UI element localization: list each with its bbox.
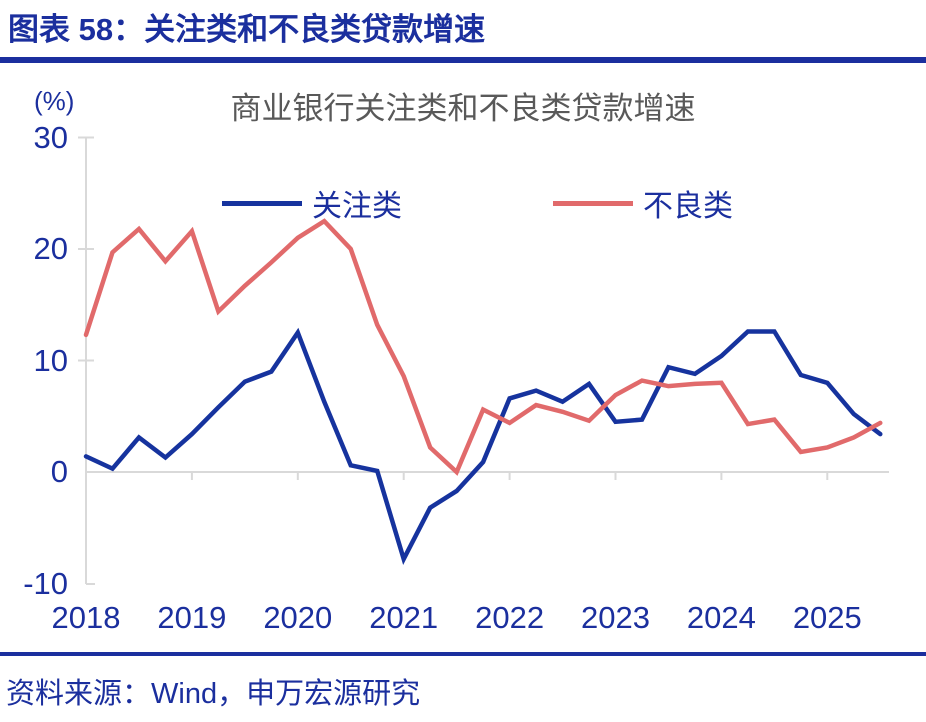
x-tick-label: 2018 (51, 600, 121, 635)
y-tick-label: 0 (50, 454, 68, 489)
y-axis-unit-label: (%) (34, 86, 75, 116)
figure-title: 图表 58：关注类和不良类贷款增速 (8, 12, 486, 47)
x-tick-label: 2020 (263, 600, 333, 635)
footer-divider (0, 652, 926, 656)
series-line-npl (83, 218, 883, 476)
series-line-special-mention (83, 327, 883, 565)
chart-title: 商业银行关注类和不良类贷款增速 (230, 91, 696, 126)
legend-item-special-mention: 关注类 (222, 184, 402, 223)
x-tick-label: 2025 (792, 600, 862, 635)
y-tick-label: -10 (23, 565, 68, 601)
y-tick-label: 30 (33, 119, 68, 155)
legend-item-npl: 不良类 (553, 184, 733, 223)
x-tick-label: 2024 (686, 600, 756, 635)
legend-line-swatch-blue (222, 200, 302, 206)
legend-line-swatch-red (553, 200, 633, 206)
y-tick-label: 10 (33, 342, 68, 378)
y-tick-label: 20 (33, 231, 68, 266)
x-tick-label: 2019 (157, 600, 227, 635)
x-tick-label: 2022 (475, 600, 545, 635)
x-tick-label: 2021 (369, 600, 439, 635)
legend-label-npl: 不良类 (643, 190, 733, 223)
header-divider (0, 57, 926, 63)
source-text: 资料来源：Wind，申万宏源研究 (6, 678, 421, 710)
legend-label-special-mention: 关注类 (312, 190, 402, 223)
x-tick-label: 2023 (581, 600, 650, 635)
